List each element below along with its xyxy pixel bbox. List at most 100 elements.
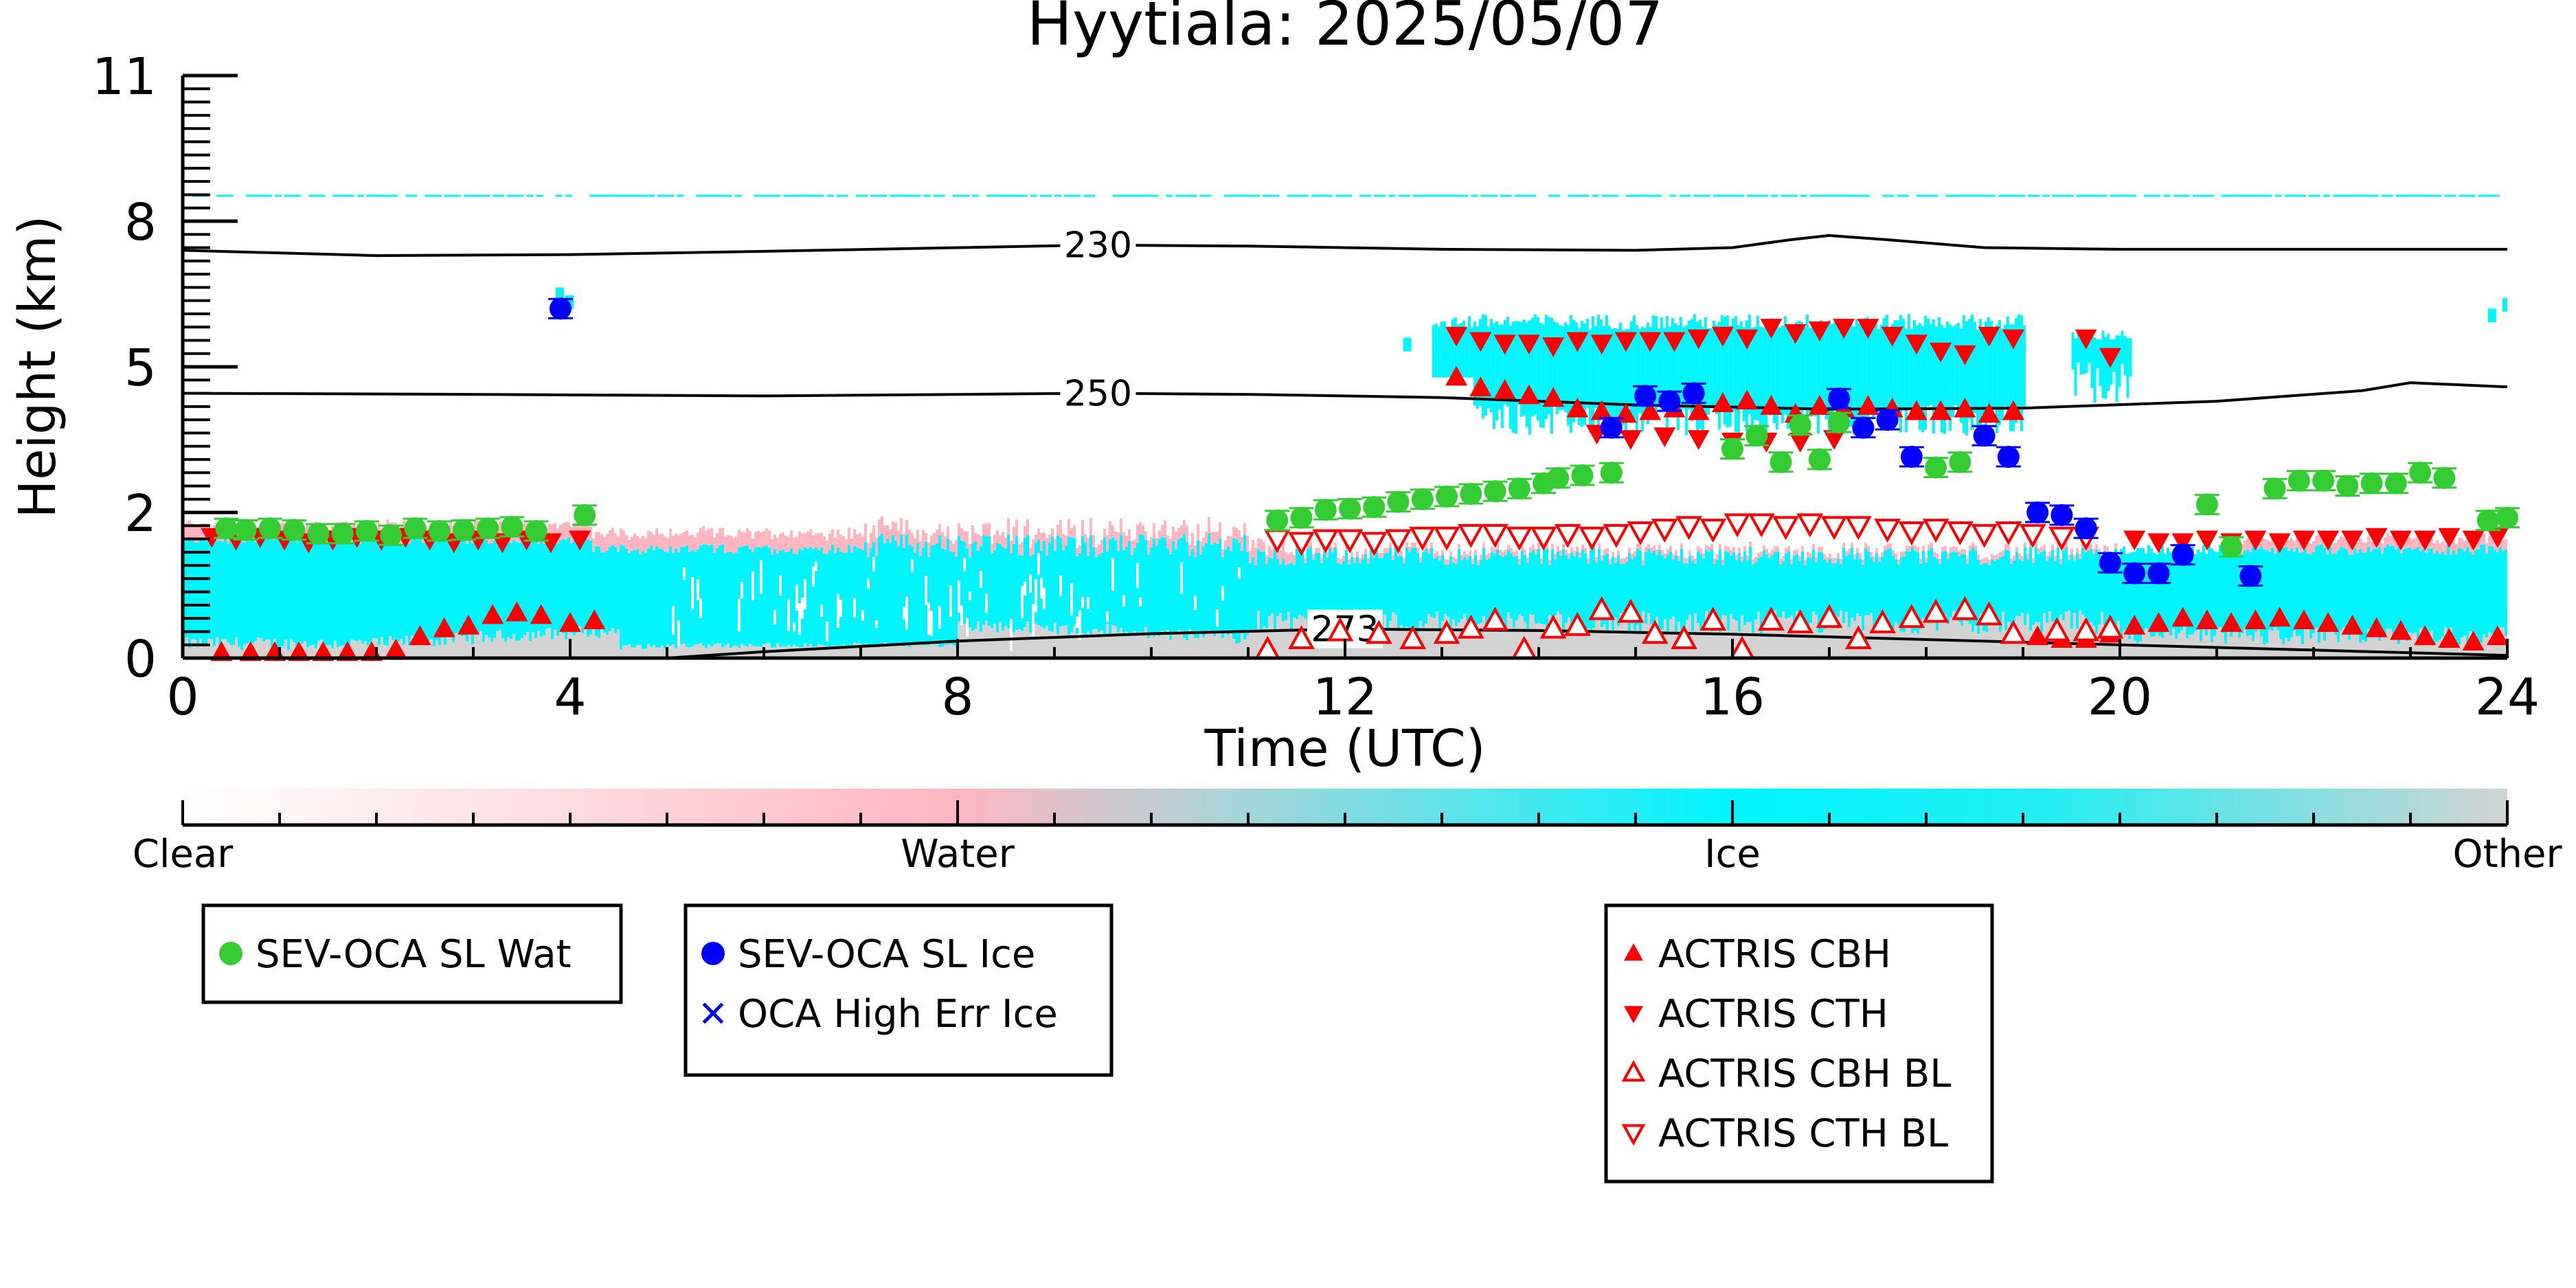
- ice-mask: [353, 540, 356, 641]
- cirrus-mask: [914, 194, 921, 197]
- data-point-sev-oca-sl-ice: [2075, 517, 2097, 540]
- upper-ice-mask: [1822, 326, 1825, 410]
- water-mask: [878, 519, 881, 536]
- water-mask: [1614, 557, 1617, 563]
- upper-ice-mask: [1528, 320, 1531, 435]
- ice-mask: [2439, 554, 2441, 640]
- x-tick-label: 4: [554, 668, 586, 727]
- ice-mask: [1496, 549, 1499, 613]
- cirrus-mask: [2444, 194, 2452, 197]
- ice-mask: [1721, 565, 1724, 615]
- other-mask: [2021, 612, 2024, 658]
- ice-mask: [529, 543, 532, 642]
- other-mask: [2202, 629, 2205, 658]
- other-mask: [1482, 615, 1485, 658]
- cirrus-mask: [1136, 194, 1144, 197]
- cirrus-mask: [1325, 194, 1333, 197]
- ice-mask: [1359, 563, 1362, 630]
- ice-mask: [1609, 564, 1612, 620]
- legend-label: ACTRIS CBH BL: [1658, 1052, 1951, 1096]
- other-mask: [463, 635, 466, 658]
- ice-mask: [375, 542, 378, 639]
- water-mask: [1103, 528, 1106, 538]
- ice-mask: [2164, 554, 2167, 633]
- cirrus-mask: [1717, 194, 1725, 197]
- ice-mask: [334, 539, 337, 641]
- water-mask: [1024, 526, 1026, 539]
- other-mask: [1224, 633, 1227, 658]
- ice-mask: [1246, 552, 1249, 635]
- other-mask: [2395, 629, 2397, 658]
- other-mask: [2433, 644, 2436, 658]
- water-mask: [999, 535, 1002, 545]
- data-point-actris-cth-bl: [1675, 516, 1702, 541]
- ice-mask: [339, 543, 342, 646]
- ice-mask: [1117, 551, 1120, 633]
- water-mask: [1469, 550, 1471, 556]
- legend-label: ACTRIS CBH: [1658, 932, 1891, 977]
- ice-mask: [1161, 536, 1164, 631]
- data-point-sev-oca-sl-wat: [2476, 509, 2499, 532]
- other-mask: [1906, 624, 1908, 658]
- ice-mask: [2293, 551, 2296, 631]
- ice-mask: [2403, 549, 2406, 627]
- water-mask: [881, 516, 883, 534]
- other-mask: [1796, 611, 1798, 658]
- water-mask: [1667, 549, 1669, 554]
- ice-mask: [760, 547, 762, 647]
- ice-mask: [1947, 558, 1950, 624]
- data-point-actris-cbh: [2292, 609, 2315, 630]
- upper-ice-mask: [1827, 320, 1831, 432]
- water-mask: [1985, 557, 1988, 563]
- cirrus-mask: [1979, 194, 1987, 197]
- ice-mask: [1743, 551, 1746, 626]
- water-mask: [834, 537, 837, 554]
- cirrus-mask: [1998, 194, 2006, 197]
- water-mask: [1521, 545, 1524, 551]
- other-mask: [1493, 615, 1496, 658]
- other-mask: [905, 642, 908, 658]
- ice-mask: [2216, 552, 2219, 629]
- upper-ice-mask: [1786, 326, 1789, 429]
- cirrus-mask: [1800, 194, 1807, 197]
- cirrus-mask: [1901, 194, 1909, 197]
- water-mask: [2287, 540, 2290, 551]
- ice-mask: [1263, 551, 1265, 627]
- other-mask: [2098, 624, 2101, 658]
- other-mask: [1142, 635, 1144, 658]
- water-mask: [2441, 541, 2444, 552]
- cirrus-mask: [1223, 194, 1231, 197]
- ice-mask: [625, 548, 628, 646]
- other-mask: [848, 646, 850, 658]
- water-mask: [1581, 544, 1584, 550]
- water-mask: [716, 532, 719, 549]
- cirrus-mask: [1684, 194, 1691, 197]
- water-mask: [771, 539, 773, 555]
- cirrus-mask: [754, 194, 761, 197]
- other-mask: [1073, 625, 1076, 658]
- water-mask: [1386, 547, 1389, 554]
- ice-mask: [1186, 542, 1188, 641]
- data-point-actris-cth-bl: [1874, 519, 1901, 543]
- ice-mask: [2287, 550, 2290, 642]
- ice-mask: [960, 540, 963, 625]
- other-mask: [2326, 629, 2329, 658]
- other-mask: [1579, 622, 1581, 658]
- data-point-actris-cbh: [1445, 365, 1468, 386]
- ice-mask: [947, 539, 949, 645]
- ice-mask: [1543, 549, 1546, 625]
- data-point-sev-oca-sl-wat: [1484, 480, 1506, 503]
- cirrus-mask: [1427, 194, 1434, 197]
- ice-mask: [1381, 558, 1383, 631]
- upper-ice-mask: [1613, 328, 1616, 434]
- other-mask: [359, 640, 361, 658]
- cirrus-mask: [701, 194, 708, 197]
- water-mask: [1845, 550, 1848, 556]
- other-mask: [642, 649, 644, 658]
- cirrus-mask: [1785, 194, 1793, 197]
- cirrus-mask: [710, 194, 718, 197]
- water-mask: [1067, 519, 1070, 537]
- water-mask: [1070, 528, 1073, 538]
- other-mask: [600, 626, 603, 658]
